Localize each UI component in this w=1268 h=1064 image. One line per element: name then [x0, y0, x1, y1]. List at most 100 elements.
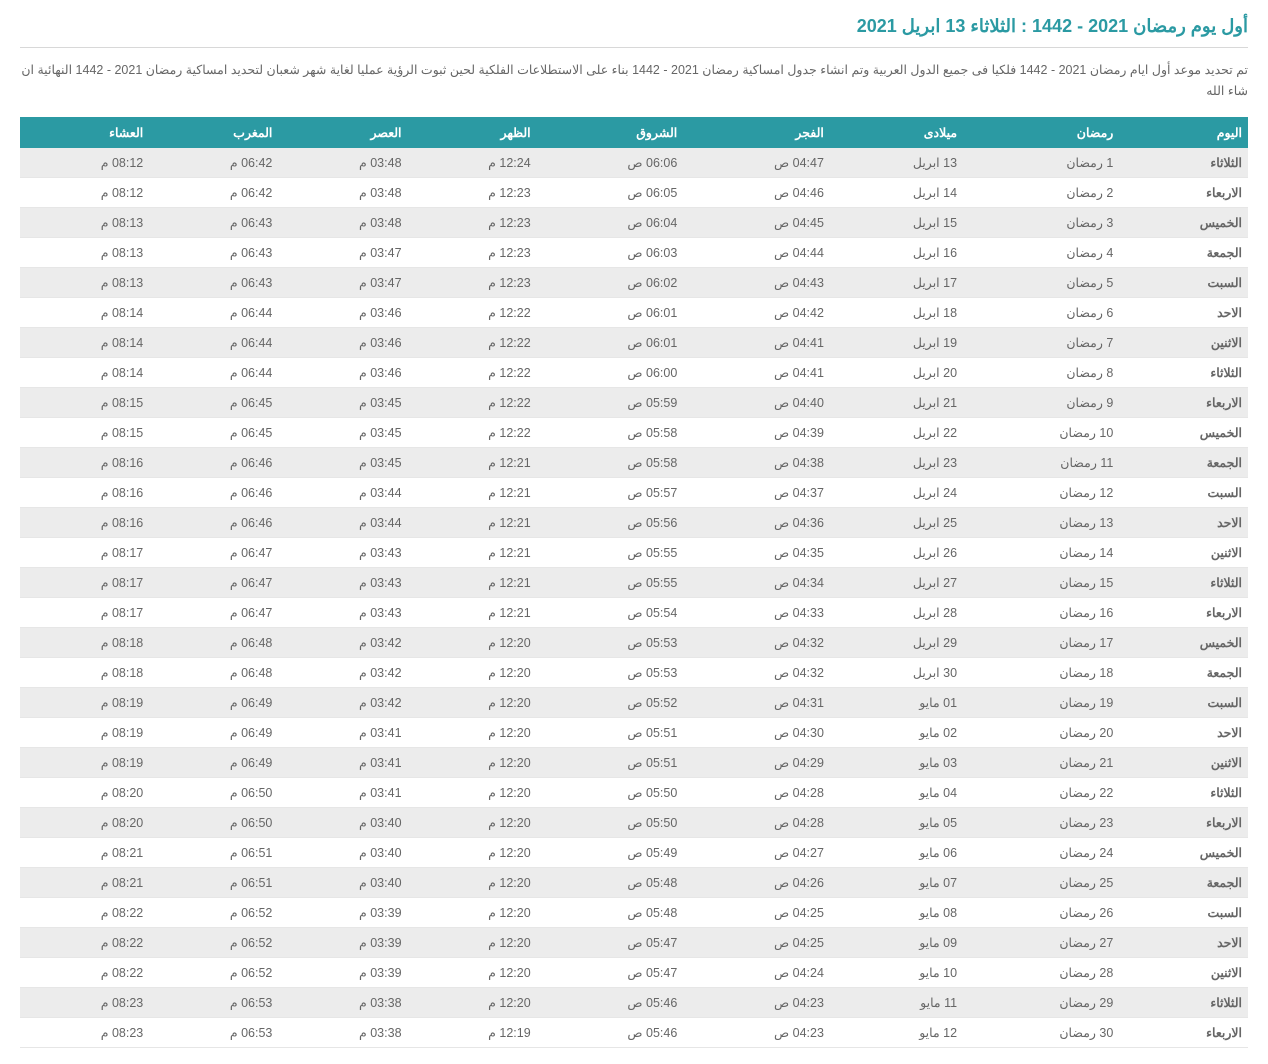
table-cell: 11 رمضان [963, 447, 1119, 477]
table-cell: 06:49 م [149, 687, 278, 717]
table-row: الاربعاء2 رمضان14 ابريل04:46 ص06:05 ص12:… [20, 177, 1248, 207]
table-cell: 17 رمضان [963, 627, 1119, 657]
table-cell: 12:20 م [408, 987, 537, 1017]
table-cell: 03:47 م [278, 267, 407, 297]
table-cell: 01 مايو [830, 687, 963, 717]
table-cell: 12:22 م [408, 417, 537, 447]
table-cell: 04:23 ص [683, 987, 830, 1017]
table-cell: 03:46 م [278, 327, 407, 357]
page-title: أول يوم رمضان 2021 - 1442 : الثلاثاء 13 … [20, 16, 1248, 48]
table-row: الخميس17 رمضان29 ابريل04:32 ص05:53 ص12:2… [20, 627, 1248, 657]
page-description: تم تحديد موعد أول ايام رمضان 2021 - 1442… [20, 60, 1248, 103]
table-cell: 04:27 ص [683, 837, 830, 867]
table-cell: 03:42 م [278, 657, 407, 687]
table-cell: السبت [1119, 687, 1248, 717]
table-cell: 04:26 ص [683, 867, 830, 897]
table-cell: 06:49 م [149, 747, 278, 777]
table-row: الاربعاء9 رمضان21 ابريل04:40 ص05:59 ص12:… [20, 387, 1248, 417]
table-cell: 04:23 ص [683, 1017, 830, 1047]
table-cell: 06:45 م [149, 417, 278, 447]
table-cell: 08:14 م [20, 357, 149, 387]
table-cell: 08 مايو [830, 897, 963, 927]
table-cell: 05:51 ص [537, 717, 684, 747]
table-cell: 15 ابريل [830, 207, 963, 237]
table-cell: 04:41 ص [683, 327, 830, 357]
table-cell: 05:50 ص [537, 807, 684, 837]
table-cell: 11 مايو [830, 987, 963, 1017]
table-cell: 04:29 ص [683, 747, 830, 777]
table-cell: 12:21 م [408, 597, 537, 627]
table-cell: 04:42 ص [683, 297, 830, 327]
table-cell: 06:43 م [149, 207, 278, 237]
table-cell: 05:48 ص [537, 867, 684, 897]
table-cell: 08:13 م [20, 267, 149, 297]
table-cell: 12:20 م [408, 627, 537, 657]
table-cell: 08:18 م [20, 657, 149, 687]
table-cell: 7 رمضان [963, 327, 1119, 357]
table-cell: 12:21 م [408, 477, 537, 507]
table-cell: 03:42 م [278, 627, 407, 657]
table-cell: 12:23 م [408, 267, 537, 297]
table-cell: 06:01 ص [537, 297, 684, 327]
table-cell: الاربعاء [1119, 387, 1248, 417]
table-cell: 03:44 م [278, 477, 407, 507]
table-cell: الثلاثاء [1119, 357, 1248, 387]
table-cell: 12:19 م [408, 1017, 537, 1047]
table-cell: 06:51 م [149, 837, 278, 867]
table-cell: الجمعة [1119, 237, 1248, 267]
table-cell: 21 رمضان [963, 747, 1119, 777]
table-cell: 26 رمضان [963, 897, 1119, 927]
table-cell: 08:19 م [20, 717, 149, 747]
table-cell: 04:32 ص [683, 657, 830, 687]
table-header-cell: الفجر [683, 117, 830, 148]
table-row: الثلاثاء1 رمضان13 ابريل04:47 ص06:06 ص12:… [20, 148, 1248, 178]
table-cell: 12:22 م [408, 357, 537, 387]
table-header-cell: العصر [278, 117, 407, 148]
table-cell: 18 ابريل [830, 297, 963, 327]
table-cell: 08:22 م [20, 927, 149, 957]
table-cell: 06:44 م [149, 357, 278, 387]
table-cell: 10 مايو [830, 957, 963, 987]
table-cell: 06:46 م [149, 447, 278, 477]
table-row: الخميس10 رمضان22 ابريل04:39 ص05:58 ص12:2… [20, 417, 1248, 447]
table-cell: 04:43 ص [683, 267, 830, 297]
table-cell: 08:12 م [20, 148, 149, 178]
table-row: الاثنين21 رمضان03 مايو04:29 ص05:51 ص12:2… [20, 747, 1248, 777]
table-cell: 05:46 ص [537, 1017, 684, 1047]
table-cell: 13 ابريل [830, 148, 963, 178]
table-cell: 9 رمضان [963, 387, 1119, 417]
table-cell: 14 رمضان [963, 537, 1119, 567]
prayer-times-table: اليومرمضانميلادىالفجرالشروقالظهرالعصرالم… [20, 117, 1248, 1048]
table-cell: الاثنين [1119, 327, 1248, 357]
table-cell: 08:18 م [20, 627, 149, 657]
table-row: الاحد20 رمضان02 مايو04:30 ص05:51 ص12:20 … [20, 717, 1248, 747]
table-row: السبت5 رمضان17 ابريل04:43 ص06:02 ص12:23 … [20, 267, 1248, 297]
table-cell: 03:41 م [278, 747, 407, 777]
table-row: السبت12 رمضان24 ابريل04:37 ص05:57 ص12:21… [20, 477, 1248, 507]
table-cell: 06:47 م [149, 597, 278, 627]
table-cell: 03:39 م [278, 957, 407, 987]
table-cell: 06:44 م [149, 327, 278, 357]
table-cell: 08:14 م [20, 327, 149, 357]
table-cell: الاربعاء [1119, 597, 1248, 627]
table-cell: 04:28 ص [683, 777, 830, 807]
table-cell: 05:55 ص [537, 567, 684, 597]
table-cell: الاربعاء [1119, 807, 1248, 837]
table-cell: 24 ابريل [830, 477, 963, 507]
table-row: الاحد27 رمضان09 مايو04:25 ص05:47 ص12:20 … [20, 927, 1248, 957]
table-cell: 06:49 م [149, 717, 278, 747]
table-cell: 16 ابريل [830, 237, 963, 267]
table-row: الاربعاء23 رمضان05 مايو04:28 ص05:50 ص12:… [20, 807, 1248, 837]
table-cell: الاحد [1119, 507, 1248, 537]
table-header-cell: الشروق [537, 117, 684, 148]
table-cell: الجمعة [1119, 867, 1248, 897]
table-cell: 03:44 م [278, 507, 407, 537]
table-cell: الاثنين [1119, 747, 1248, 777]
table-cell: 04:40 ص [683, 387, 830, 417]
table-cell: 06:01 ص [537, 327, 684, 357]
table-cell: 25 ابريل [830, 507, 963, 537]
table-cell: 08:20 م [20, 807, 149, 837]
table-cell: 22 رمضان [963, 777, 1119, 807]
table-cell: 04:39 ص [683, 417, 830, 447]
table-row: الثلاثاء15 رمضان27 ابريل04:34 ص05:55 ص12… [20, 567, 1248, 597]
